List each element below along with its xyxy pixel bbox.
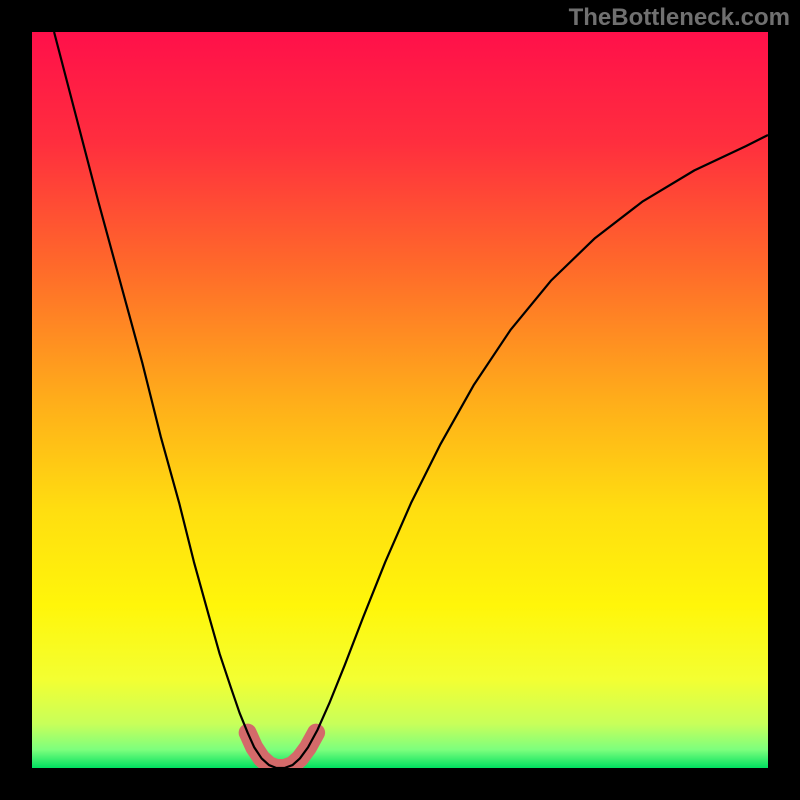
watermark-text: TheBottleneck.com — [569, 4, 790, 32]
figure-outer: TheBottleneck.com — [0, 0, 800, 800]
chart-background — [32, 32, 768, 768]
bottleneck-chart — [32, 32, 768, 768]
